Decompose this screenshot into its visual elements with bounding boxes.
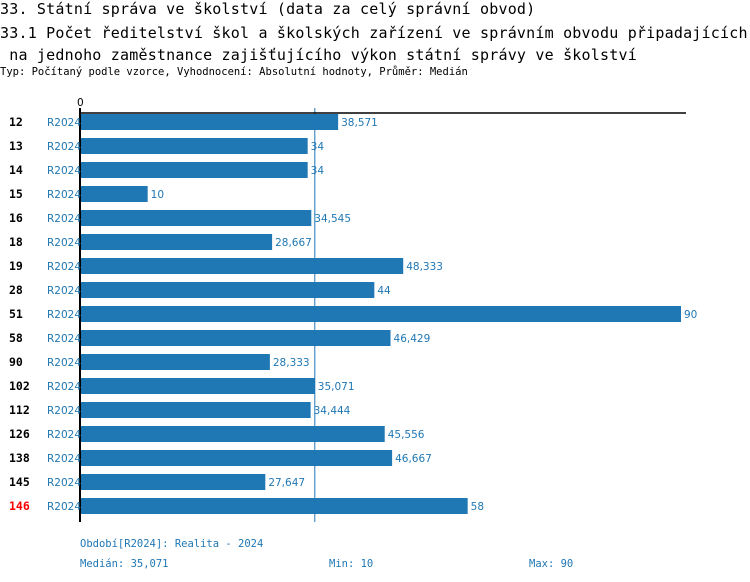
period-label: R2024 bbox=[47, 333, 81, 345]
chart-title-line1: 33.1 Počet ředitelství škol a školských … bbox=[0, 24, 748, 42]
period-label: R2024 bbox=[47, 117, 81, 129]
value-label: 28,667 bbox=[275, 237, 312, 249]
bar-19 bbox=[81, 258, 404, 274]
value-label: 90 bbox=[684, 309, 697, 321]
value-label: 46,667 bbox=[395, 453, 432, 465]
category-label: 19 bbox=[9, 259, 23, 273]
bar-138 bbox=[81, 450, 393, 466]
footer-period: Období[R2024]: Realita - 2024 bbox=[80, 538, 264, 550]
category-label: 112 bbox=[9, 403, 30, 417]
category-label: 58 bbox=[9, 331, 23, 345]
value-label: 34 bbox=[311, 141, 325, 153]
value-label: 44 bbox=[377, 285, 391, 297]
category-label: 90 bbox=[9, 355, 23, 369]
value-label: 27,647 bbox=[268, 477, 305, 489]
bar-126 bbox=[81, 426, 385, 442]
period-label: R2024 bbox=[47, 165, 81, 177]
category-label: 102 bbox=[9, 379, 30, 393]
category-label: 16 bbox=[9, 211, 23, 225]
period-label: R2024 bbox=[47, 309, 81, 321]
value-label: 48,333 bbox=[406, 261, 443, 273]
bar-112 bbox=[81, 402, 311, 418]
period-label: R2024 bbox=[47, 213, 81, 225]
period-label: R2024 bbox=[47, 189, 81, 201]
category-label: 12 bbox=[9, 115, 23, 129]
value-label: 28,333 bbox=[273, 357, 310, 369]
period-label: R2024 bbox=[47, 285, 81, 297]
period-label: R2024 bbox=[47, 501, 81, 513]
footer-median: Medián: 35,071 bbox=[80, 558, 169, 570]
period-label: R2024 bbox=[47, 237, 81, 249]
bar-13 bbox=[81, 138, 308, 154]
category-label: 15 bbox=[9, 187, 23, 201]
period-label: R2024 bbox=[47, 453, 81, 465]
chart-title: 33.1 Počet ředitelství škol a školských … bbox=[0, 22, 748, 66]
x-axis-tick-zero: 0 bbox=[77, 97, 84, 109]
bar-15 bbox=[81, 186, 148, 202]
value-label: 34,545 bbox=[314, 213, 351, 225]
bar-58 bbox=[81, 330, 391, 346]
category-label: 51 bbox=[9, 307, 23, 321]
bar-51 bbox=[81, 306, 681, 322]
category-label: 14 bbox=[9, 163, 23, 177]
value-label: 34,444 bbox=[314, 405, 351, 417]
bar-28 bbox=[81, 282, 375, 298]
bar-16 bbox=[81, 210, 312, 226]
period-label: R2024 bbox=[47, 357, 81, 369]
period-label: R2024 bbox=[47, 261, 81, 273]
footer-min: Min: 10 bbox=[329, 558, 374, 570]
bar-145 bbox=[81, 474, 266, 490]
bar-102 bbox=[81, 378, 315, 394]
chart-title-line2: na jednoho zaměstnance zajišťujícího výk… bbox=[0, 46, 637, 64]
labels-layer: 12 R2024 38,571 13 R2024 34 14 R2024 34 15 R2024 10… bbox=[9, 115, 697, 513]
category-label: 126 bbox=[9, 427, 30, 441]
bar-12 bbox=[81, 114, 339, 130]
period-label: R2024 bbox=[47, 381, 81, 393]
chart-subtitle: Typ: Počítaný podle vzorce, Vyhodnocení:… bbox=[0, 66, 468, 78]
value-label: 35,071 bbox=[318, 381, 355, 393]
bar-18 bbox=[81, 234, 273, 250]
category-label: 138 bbox=[9, 451, 30, 465]
bars-layer bbox=[81, 114, 681, 514]
bar-14 bbox=[81, 162, 308, 178]
category-label: 13 bbox=[9, 139, 23, 153]
value-label: 38,571 bbox=[341, 117, 378, 129]
bar-146 bbox=[81, 498, 468, 514]
category-label: 18 bbox=[9, 235, 23, 249]
value-label: 10 bbox=[151, 189, 164, 201]
period-label: R2024 bbox=[47, 141, 81, 153]
category-label: 145 bbox=[9, 475, 30, 489]
period-label: R2024 bbox=[47, 429, 81, 441]
bar-90 bbox=[81, 354, 270, 370]
category-label: 146 bbox=[9, 499, 30, 513]
value-label: 34 bbox=[311, 165, 325, 177]
page-title: 33. Státní správa ve školství (data za c… bbox=[0, 0, 536, 18]
period-label: R2024 bbox=[47, 405, 81, 417]
value-label: 46,429 bbox=[394, 333, 431, 345]
value-label: 45,556 bbox=[388, 429, 425, 441]
category-label: 28 bbox=[9, 283, 23, 297]
value-label: 58 bbox=[471, 501, 484, 513]
period-label: R2024 bbox=[47, 477, 81, 489]
footer-max: Max: 90 bbox=[529, 558, 574, 570]
